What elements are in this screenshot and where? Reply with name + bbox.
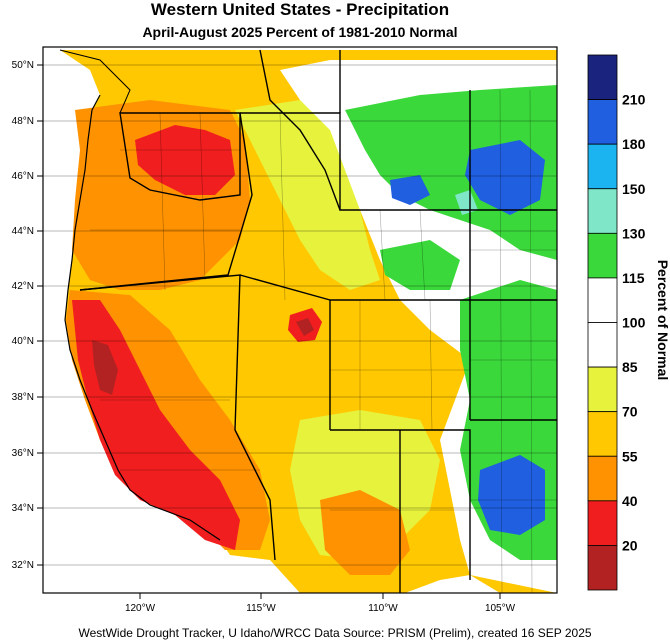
lat-label: 38°N — [12, 392, 34, 403]
colorbar-title: Percent of Normal — [655, 260, 670, 381]
graticule — [43, 64, 557, 566]
map-frame — [42, 46, 558, 594]
colorbar-label: 100 — [622, 315, 646, 331]
colorbar-label: 20 — [622, 537, 638, 553]
colorbar-label: 40 — [622, 493, 638, 509]
colorbar-swatch — [587, 143, 618, 190]
colorbar-label: 130 — [622, 225, 646, 241]
map-area — [43, 47, 557, 593]
coastline — [64, 94, 221, 541]
wet-aqua-north — [455, 190, 478, 215]
lon-label: 105°W — [485, 603, 516, 614]
colorbar-label: 150 — [622, 181, 646, 197]
lat-label: 40°N — [12, 336, 34, 347]
lat-label: 46°N — [12, 171, 34, 182]
lat-label: 48°N — [12, 116, 34, 127]
colorbar-swatch — [587, 277, 618, 323]
wet-green-middle — [380, 240, 460, 290]
map-subtitle: April-August 2025 Percent of 1981-2010 N… — [142, 24, 458, 40]
map-title: Western United States - Precipitation — [150, 0, 450, 19]
colorbar-swatch — [587, 322, 618, 368]
light-yellow-band — [235, 100, 380, 290]
colorbar-swatch — [587, 500, 618, 546]
colorbar-swatch — [587, 188, 618, 234]
colorbar-label: 115 — [622, 270, 645, 286]
lon-label: 110°W — [368, 603, 398, 614]
dry-orange-az — [320, 490, 410, 575]
lon-label: 120°W — [125, 603, 156, 614]
latitude-axis: 50°N 48°N 46°N 44°N 42°N 40°N 38°N 36°N 34°N 32°N — [12, 60, 43, 571]
dry-darkred-ca — [92, 340, 118, 395]
wet-blue-north2 — [390, 175, 430, 205]
lat-label: 32°N — [12, 560, 34, 571]
colorbar-swatch — [587, 99, 618, 145]
lat-label: 42°N — [12, 281, 34, 292]
colorbar-swatch — [587, 411, 618, 457]
dry-red-wa — [135, 125, 235, 195]
dry-darkred-ut — [296, 318, 314, 336]
colorbar-legend: 210 180 150 130 115 100 85 70 55 40 20 — [587, 54, 646, 591]
colorbar-swatch — [587, 455, 618, 502]
state-boundaries — [79, 49, 557, 593]
wet-green-north — [345, 85, 557, 260]
wet-blue-south — [478, 455, 545, 535]
canada-border — [59, 49, 131, 114]
lat-label: 36°N — [12, 448, 34, 459]
footer-credit: WestWide Drought Tracker, U Idaho/WRCC D… — [78, 626, 592, 640]
colorbar-label: 70 — [622, 404, 638, 420]
colorbar-label: 180 — [622, 136, 646, 152]
longitude-axis: 120°W 115°W 110°W 105°W — [125, 593, 516, 614]
colorbar-swatch — [587, 545, 618, 591]
colorbar-swatch — [587, 54, 618, 100]
colorbar-label: 55 — [622, 448, 638, 464]
lat-label: 44°N — [12, 226, 34, 237]
lat-label: 34°N — [12, 503, 34, 514]
colorbar-swatch — [587, 366, 618, 413]
county-lines — [90, 89, 557, 593]
lat-label: 50°N — [12, 60, 34, 71]
lon-label: 115°W — [246, 603, 276, 614]
colorbar-swatch — [587, 232, 618, 279]
wet-blue-north — [465, 140, 545, 215]
colorbar-label: 85 — [622, 359, 638, 375]
colorbar-label: 210 — [622, 92, 646, 108]
